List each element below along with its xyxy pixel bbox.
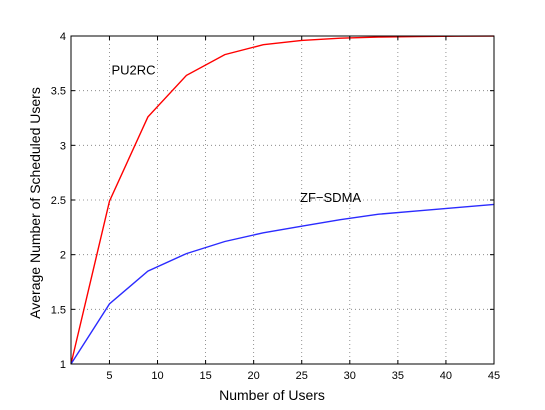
series-line-1 <box>70 35 495 365</box>
x-tick-label: 30 <box>344 370 356 382</box>
y-tick-label: 3 <box>60 140 66 152</box>
y-tick-label: 2.5 <box>51 195 66 207</box>
x-tick-label: 20 <box>248 370 260 382</box>
y-tick-label: 2 <box>60 250 66 262</box>
y-axis-label: Average Number of Scheduled Users <box>27 87 43 319</box>
plot-frame <box>70 35 495 365</box>
series-line-2 <box>70 203 495 365</box>
x-tick-label: 40 <box>440 370 452 382</box>
y-tick-label: 1 <box>60 359 66 371</box>
x-tick-label: 5 <box>106 370 112 382</box>
grid-layer <box>71 35 495 365</box>
x-tick-label: 25 <box>296 370 308 382</box>
annotation-layer: PU2RC ZF−SDMA <box>111 62 361 205</box>
series-layer <box>70 35 495 365</box>
x-axis-label: Number of Users <box>219 387 325 403</box>
y-tick-label: 4 <box>60 31 66 43</box>
x-tick-label: 10 <box>151 370 163 382</box>
tick-layer: 5 10 15 20 25 30 35 40 45 1 1.5 2 2.5 3 3.5 4 <box>51 31 500 382</box>
x-tick-label: 45 <box>488 370 500 382</box>
x-tick-label: 35 <box>392 370 404 382</box>
annotation-label-1: PU2RC <box>111 62 155 77</box>
annotation-label-2: ZF−SDMA <box>300 190 361 205</box>
x-tick-label: 15 <box>199 370 211 382</box>
y-tick-label: 3.5 <box>51 86 66 98</box>
y-tick-label: 1.5 <box>51 304 66 316</box>
